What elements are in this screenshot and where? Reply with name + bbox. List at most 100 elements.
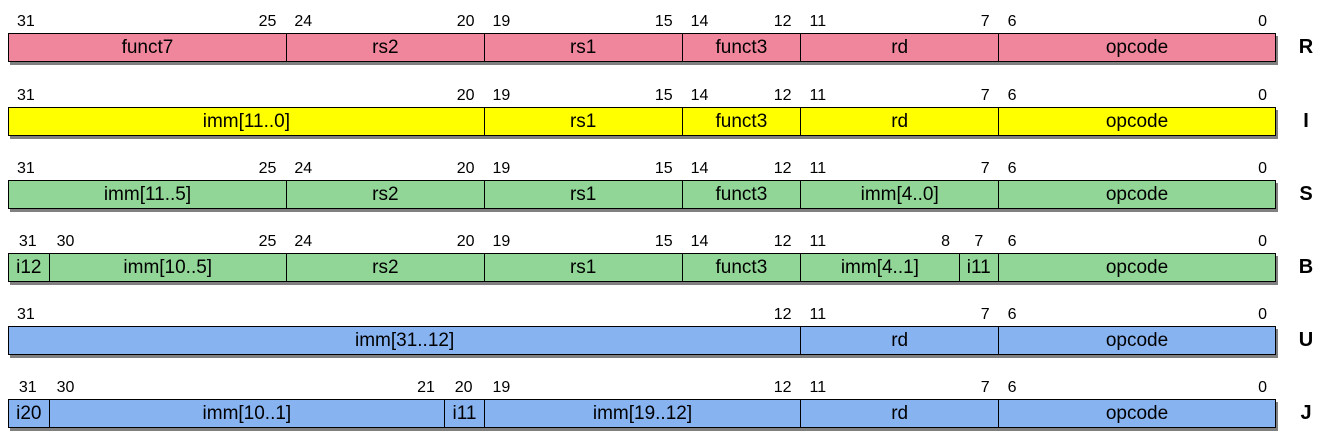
bit-index-labels-U: 31 12 11 7 6 0: [8, 302, 1276, 324]
bit-index-label: 14: [690, 87, 709, 104]
field-funct3: funct3: [681, 181, 801, 208]
field-i11: i11: [958, 254, 999, 281]
field-label: rd: [891, 111, 909, 132]
bit-index-label: 15: [654, 233, 673, 250]
field-rs2: rs2: [285, 34, 484, 61]
field-label: opcode: [1105, 403, 1169, 424]
field-i20: i20: [9, 400, 49, 427]
bit-index-label: 31: [17, 306, 35, 323]
bit-index-label: 30: [56, 379, 75, 396]
bit-index-label: 6: [1007, 160, 1017, 177]
field-label: opcode: [1105, 184, 1169, 205]
bit-index-label: 8: [941, 233, 950, 250]
field-label: opcode: [1105, 330, 1169, 351]
field-label: i12: [16, 257, 42, 278]
field-imm-4-0: imm[4..0]: [800, 181, 998, 208]
bit-index-label: 6: [1007, 13, 1017, 30]
field-label: imm[11..5]: [103, 184, 192, 205]
instruction-word-U: imm[31..12] rd opcode: [8, 326, 1276, 355]
instruction-word-J: i20 imm[10..1] i11 imm[19..12] rd opcode: [8, 399, 1276, 428]
bit-index-label: 19: [492, 233, 511, 250]
bit-index-label: 0: [1258, 233, 1267, 250]
field-label: imm[11..0]: [202, 111, 291, 132]
bit-index-label: 31: [17, 160, 35, 177]
bit-index-label: 20: [456, 233, 475, 250]
bit-index-label: 11: [809, 160, 827, 177]
bit-index-label: 11: [809, 87, 827, 104]
bit-index-label: 14: [690, 160, 709, 177]
field-imm-19-12: imm[19..12]: [483, 400, 801, 427]
bit-index-label: 6: [1007, 306, 1017, 323]
instruction-word-S: imm[11..5] rs2 rs1 funct3 imm[4..0] opcode: [8, 180, 1276, 209]
field-label: opcode: [1105, 37, 1169, 58]
bit-index-label: 7: [980, 13, 990, 30]
field-rs1: rs1: [483, 254, 682, 281]
field-imm-31-12: imm[31..12]: [9, 327, 800, 354]
bit-index-label: 20: [456, 160, 475, 177]
field-i11: i11: [444, 400, 484, 427]
instruction-word-R: funct7 rs2 rs1 funct3 rd opcode: [8, 33, 1276, 62]
bit-index-label: 15: [654, 87, 673, 104]
field-label: rs1: [569, 37, 597, 58]
bit-index-labels-R: 31 25 24 20 19 15 14 12 11 7 6 0: [8, 9, 1276, 31]
field-rd: rd: [800, 34, 998, 61]
field-opcode: opcode: [998, 181, 1275, 208]
field-rs2: rs2: [285, 254, 484, 281]
bit-index-label: 19: [492, 87, 511, 104]
field-imm-10-1: imm[10..1]: [48, 400, 445, 427]
field-i12: i12: [9, 254, 49, 281]
bit-index-labels-S: 31 25 24 20 19 15 14 12 11 7 6 0: [8, 156, 1276, 178]
instruction-word-B: i12 imm[10..5] rs2 rs1 funct3 imm[4..1] i11 opc…: [8, 253, 1276, 282]
field-label: funct3: [715, 111, 768, 132]
format-letter-J: J: [1300, 402, 1312, 424]
field-label: funct7: [121, 37, 174, 58]
bit-index-label: 0: [1258, 306, 1267, 323]
bit-index-label: 6: [1007, 87, 1017, 104]
bit-index-label: 31: [18, 233, 37, 250]
field-imm-10-5: imm[10..5]: [48, 254, 286, 281]
bit-index-label: 25: [258, 13, 277, 30]
field-rd: rd: [800, 400, 998, 427]
field-label: rs2: [372, 37, 399, 58]
bit-index-label: 12: [773, 233, 792, 250]
bit-index-label: 12: [773, 13, 792, 30]
field-label: funct3: [715, 184, 768, 205]
field-label: rs1: [569, 111, 597, 132]
field-label: rd: [891, 403, 909, 424]
bit-index-label: 19: [492, 160, 511, 177]
field-rs1: rs1: [483, 108, 682, 135]
bit-index-label: 25: [258, 233, 277, 250]
bit-index-label: 7: [980, 379, 990, 396]
field-label: rs1: [569, 257, 597, 278]
format-letter-U: U: [1298, 329, 1314, 351]
field-opcode: opcode: [998, 34, 1275, 61]
bit-index-label: 15: [654, 160, 673, 177]
bit-index-labels-B: 31 30 25 24 20 19 15 14 12 11 8 7 6 0: [8, 229, 1276, 251]
field-imm-11-5: imm[11..5]: [9, 181, 286, 208]
bit-index-label: 7: [974, 233, 984, 250]
field-label: imm[31..12]: [354, 330, 455, 351]
field-funct7: funct7: [9, 34, 286, 61]
bit-index-label: 25: [258, 160, 277, 177]
bit-index-label: 11: [809, 379, 827, 396]
field-label: rs2: [372, 184, 399, 205]
bit-index-label: 24: [294, 233, 313, 250]
bit-index-label: 0: [1258, 379, 1267, 396]
field-imm-4-1: imm[4..1]: [800, 254, 958, 281]
bit-index-label: 12: [773, 306, 792, 323]
field-label: imm[10..1]: [202, 403, 292, 424]
bit-index-label: 19: [492, 379, 511, 396]
field-rs1: rs1: [483, 34, 682, 61]
field-label: rs2: [372, 257, 399, 278]
bit-index-label: 20: [456, 13, 475, 30]
bit-index-label: 30: [56, 233, 75, 250]
format-letter-I: I: [1303, 110, 1309, 132]
field-opcode: opcode: [998, 327, 1275, 354]
bit-index-label: 31: [17, 13, 35, 30]
format-letter-R: R: [1298, 36, 1314, 58]
field-funct3: funct3: [681, 108, 801, 135]
bit-index-label: 11: [809, 233, 827, 250]
field-label: i20: [16, 403, 42, 424]
bit-index-label: 7: [980, 87, 990, 104]
